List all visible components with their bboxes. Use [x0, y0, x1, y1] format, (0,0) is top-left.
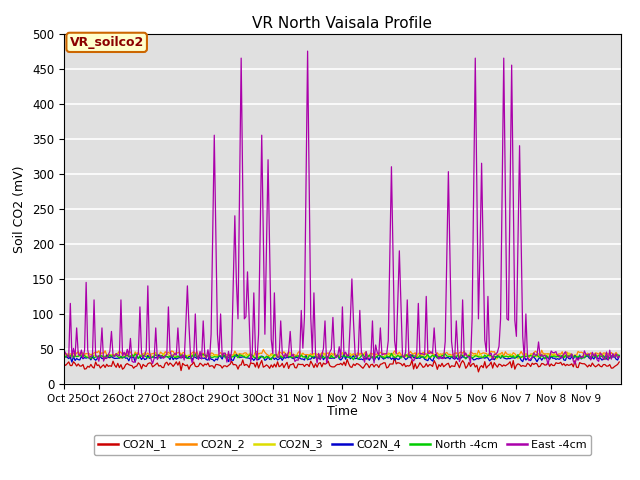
Y-axis label: Soil CO2 (mV): Soil CO2 (mV) [13, 165, 26, 252]
Legend: CO2N_1, CO2N_2, CO2N_3, CO2N_4, North -4cm, East -4cm: CO2N_1, CO2N_2, CO2N_3, CO2N_4, North -4… [94, 435, 591, 455]
X-axis label: Time: Time [327, 405, 358, 418]
Title: VR North Vaisala Profile: VR North Vaisala Profile [252, 16, 433, 31]
Text: VR_soilco2: VR_soilco2 [70, 36, 144, 49]
